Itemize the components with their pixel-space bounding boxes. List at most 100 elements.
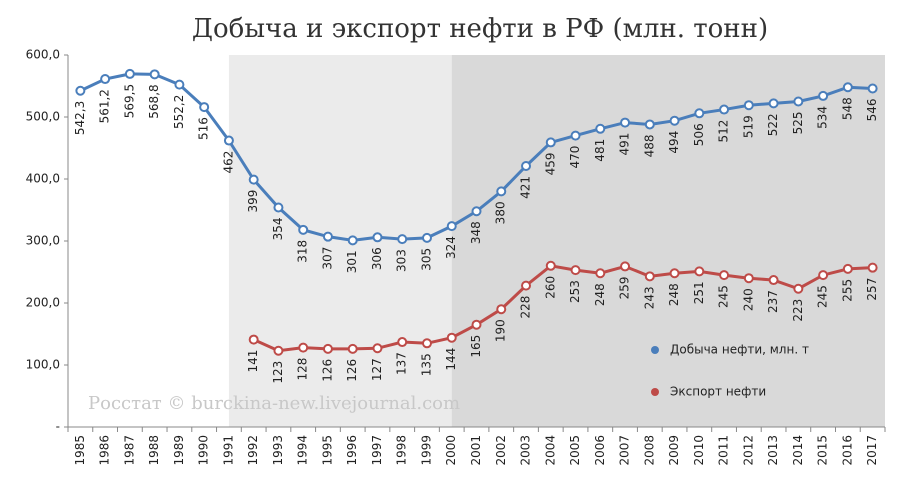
x-tick-label: 2001 [469,435,483,466]
point [273,345,284,356]
x-tick-label: 2006 [593,435,607,466]
x-tick-label: 1993 [271,435,285,466]
point [199,102,210,113]
point [818,270,829,281]
chart-title: Добыча и экспорт нефти в РФ (млн. тонн) [192,14,768,44]
point [595,268,606,279]
point [421,338,432,349]
point [768,275,779,286]
x-tick-label: 2012 [741,435,755,466]
point [347,343,358,354]
x-tick-label: 2011 [717,435,731,466]
legend-label: Экспорт нефти [670,385,766,399]
data-label: 128 [296,358,310,381]
data-label: 354 [271,218,285,241]
x-tick-label: 2004 [543,435,557,466]
point [719,270,730,281]
point [743,273,754,284]
data-label: 459 [543,152,557,175]
x-tick-label: 2000 [444,435,458,466]
data-label: 237 [766,290,780,313]
point [496,186,507,197]
point [298,224,309,235]
y-tick-label: 300,0 [26,234,60,248]
data-label: 223 [791,299,805,322]
data-label: 348 [469,221,483,244]
data-label: 522 [766,113,780,136]
data-label: 257 [865,278,879,301]
point [124,68,135,79]
data-label: 245 [816,285,830,308]
point [397,234,408,245]
x-tick-label: 1996 [345,435,359,466]
y-tick-label: 200,0 [26,296,60,310]
data-label: 255 [840,279,854,302]
legend-label: Добыча нефти, млн. т [670,343,809,357]
data-label: 259 [618,276,632,299]
data-label: 318 [296,240,310,263]
point [867,83,878,94]
x-tick-label: 1988 [147,435,161,466]
point [867,262,878,273]
y-tick-label: - [56,420,60,434]
data-label: 488 [642,134,656,157]
watermark: Росстат © burckina-new.livejournal.com [88,393,460,414]
point [644,119,655,130]
x-tick-label: 1990 [197,435,211,466]
x-tick-label: 1997 [370,435,384,466]
point [694,108,705,119]
data-label: 190 [494,319,508,342]
x-tick-label: 2013 [766,435,780,466]
y-tick-label: 100,0 [26,358,60,372]
point [595,123,606,134]
data-label: 135 [419,353,433,376]
point [248,174,259,185]
y-tick-label: 500,0 [26,110,60,124]
y-tick-label: 600,0 [26,48,60,62]
x-tick-label: 1989 [172,435,186,466]
point [322,343,333,354]
data-label: 126 [345,359,359,382]
data-label: 127 [370,358,384,381]
point [75,85,86,96]
point [842,263,853,274]
point [446,332,457,343]
point [719,104,730,115]
x-tick-label: 2014 [791,435,805,466]
x-tick-label: 2008 [642,435,656,466]
data-label: 307 [320,247,334,270]
data-label: 243 [642,286,656,309]
x-tick-label: 1995 [320,435,334,466]
x-tick-label: 1985 [73,435,87,466]
data-label: 228 [519,296,533,319]
point [322,231,333,242]
legend-marker [651,388,659,396]
point [521,280,532,291]
x-tick-label: 2007 [618,435,632,466]
legend-marker [651,346,659,354]
point [842,82,853,93]
point [496,304,507,315]
data-label: 542,3 [73,101,87,135]
zone-dark [451,55,885,427]
x-tick-label: 1998 [395,435,409,466]
data-label: 305 [419,248,433,271]
data-label: 494 [667,131,681,154]
data-label: 561,2 [98,89,112,123]
x-tick-label: 1987 [122,435,136,466]
data-label: 525 [791,112,805,135]
data-label: 481 [593,139,607,162]
point [174,79,185,90]
data-label: 144 [444,348,458,371]
point [545,137,556,148]
x-tick-label: 1994 [296,435,310,466]
x-tick-label: 2017 [865,435,879,466]
data-label: 534 [816,106,830,129]
data-label: 245 [717,285,731,308]
data-label: 548 [840,97,854,120]
data-label: 260 [543,276,557,299]
data-label: 324 [444,236,458,259]
data-label: 470 [568,146,582,169]
point [273,202,284,213]
point [100,74,111,85]
